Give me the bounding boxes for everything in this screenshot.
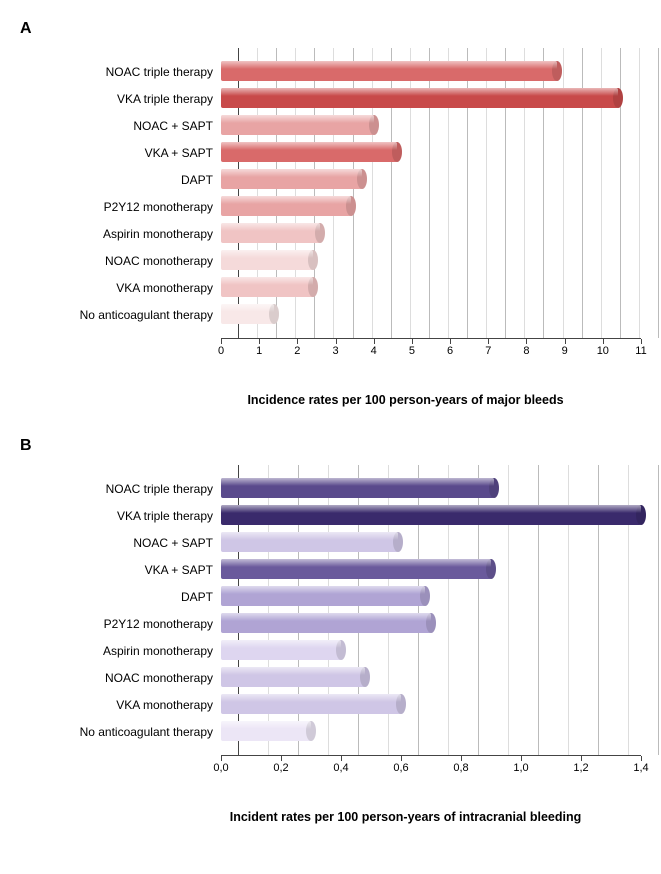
tick-label: 10	[597, 345, 609, 357]
panel-label: A	[20, 20, 641, 38]
bar-row: DAPT	[50, 583, 641, 610]
bar-row: VKA + SAPT	[50, 556, 641, 583]
category-label: NOAC triple therapy	[50, 65, 221, 79]
category-label: DAPT	[50, 590, 221, 604]
x-axis: 01234567891011	[221, 338, 641, 369]
category-label: VKA triple therapy	[50, 509, 221, 523]
tick-label: 4	[371, 345, 377, 357]
category-label: P2Y12 monotherapy	[50, 200, 221, 214]
bar-row: NOAC monotherapy	[50, 664, 641, 691]
bar-row: DAPT	[50, 166, 641, 193]
bar	[221, 586, 425, 606]
bar-row: NOAC monotherapy	[50, 247, 641, 274]
bar	[221, 142, 397, 162]
category-label: NOAC monotherapy	[50, 671, 221, 685]
bar	[221, 694, 401, 714]
bar	[221, 115, 374, 135]
x-axis: 0,00,20,40,60,81,01,21,4	[221, 755, 641, 786]
bar-row: P2Y12 monotherapy	[50, 193, 641, 220]
bar-row: VKA triple therapy	[50, 502, 641, 529]
chart: NOAC triple therapy VKA triple therapy NOA…	[50, 48, 641, 407]
bar-row: NOAC triple therapy	[50, 58, 641, 85]
bar-row: Aspirin monotherapy	[50, 637, 641, 664]
bar	[221, 277, 313, 297]
category-label: NOAC triple therapy	[50, 482, 221, 496]
bar	[221, 640, 341, 660]
bar-row: NOAC + SAPT	[50, 112, 641, 139]
bar-row: NOAC + SAPT	[50, 529, 641, 556]
bar-row: VKA monotherapy	[50, 274, 641, 301]
category-label: VKA + SAPT	[50, 146, 221, 160]
bar-row: Aspirin monotherapy	[50, 220, 641, 247]
panel-label: B	[20, 437, 641, 455]
bar	[221, 169, 362, 189]
tick-label: 0,2	[273, 762, 288, 774]
x-axis-label: Incident rates per 100 person-years of i…	[170, 810, 641, 824]
tick-label: 5	[409, 345, 415, 357]
tick-label: 1	[256, 345, 262, 357]
bar	[221, 721, 311, 741]
tick-label: 7	[485, 345, 491, 357]
tick-label: 1,4	[633, 762, 648, 774]
category-label: Aspirin monotherapy	[50, 227, 221, 241]
bar	[221, 613, 431, 633]
bar	[221, 559, 491, 579]
chart: NOAC triple therapy VKA triple therapy NOA…	[50, 465, 641, 824]
bar-row: No anticoagulant therapy	[50, 301, 641, 328]
bar	[221, 61, 557, 81]
tick-label: 0,0	[213, 762, 228, 774]
category-label: P2Y12 monotherapy	[50, 617, 221, 631]
tick-label: 2	[294, 345, 300, 357]
tick-label: 1,0	[513, 762, 528, 774]
category-label: No anticoagulant therapy	[50, 725, 221, 739]
bar	[221, 88, 618, 108]
category-label: NOAC + SAPT	[50, 536, 221, 550]
bar	[221, 223, 320, 243]
tick-label: 0	[218, 345, 224, 357]
category-label: VKA + SAPT	[50, 563, 221, 577]
bar	[221, 478, 494, 498]
bar-row: NOAC triple therapy	[50, 475, 641, 502]
tick-label: 6	[447, 345, 453, 357]
tick-label: 11	[635, 345, 646, 357]
tick-label: 3	[332, 345, 338, 357]
bar-row: P2Y12 monotherapy	[50, 610, 641, 637]
category-label: VKA monotherapy	[50, 281, 221, 295]
tick-label: 0,6	[393, 762, 408, 774]
tick-label: 8	[523, 345, 529, 357]
category-label: VKA monotherapy	[50, 698, 221, 712]
bar	[221, 250, 313, 270]
x-axis-label: Incidence rates per 100 person-years of …	[170, 393, 641, 407]
bar	[221, 532, 398, 552]
tick-label: 1,2	[573, 762, 588, 774]
bar	[221, 505, 641, 525]
tick-label: 0,4	[333, 762, 348, 774]
category-label: DAPT	[50, 173, 221, 187]
bar-row: VKA monotherapy	[50, 691, 641, 718]
bar	[221, 667, 365, 687]
category-label: Aspirin monotherapy	[50, 644, 221, 658]
tick-label: 9	[562, 345, 568, 357]
bar-row: VKA triple therapy	[50, 85, 641, 112]
bar	[221, 304, 274, 324]
category-label: No anticoagulant therapy	[50, 308, 221, 322]
category-label: NOAC monotherapy	[50, 254, 221, 268]
bar-row: No anticoagulant therapy	[50, 718, 641, 745]
category-label: VKA triple therapy	[50, 92, 221, 106]
bar	[221, 196, 351, 216]
tick-label: 0,8	[453, 762, 468, 774]
category-label: NOAC + SAPT	[50, 119, 221, 133]
bar-row: VKA + SAPT	[50, 139, 641, 166]
